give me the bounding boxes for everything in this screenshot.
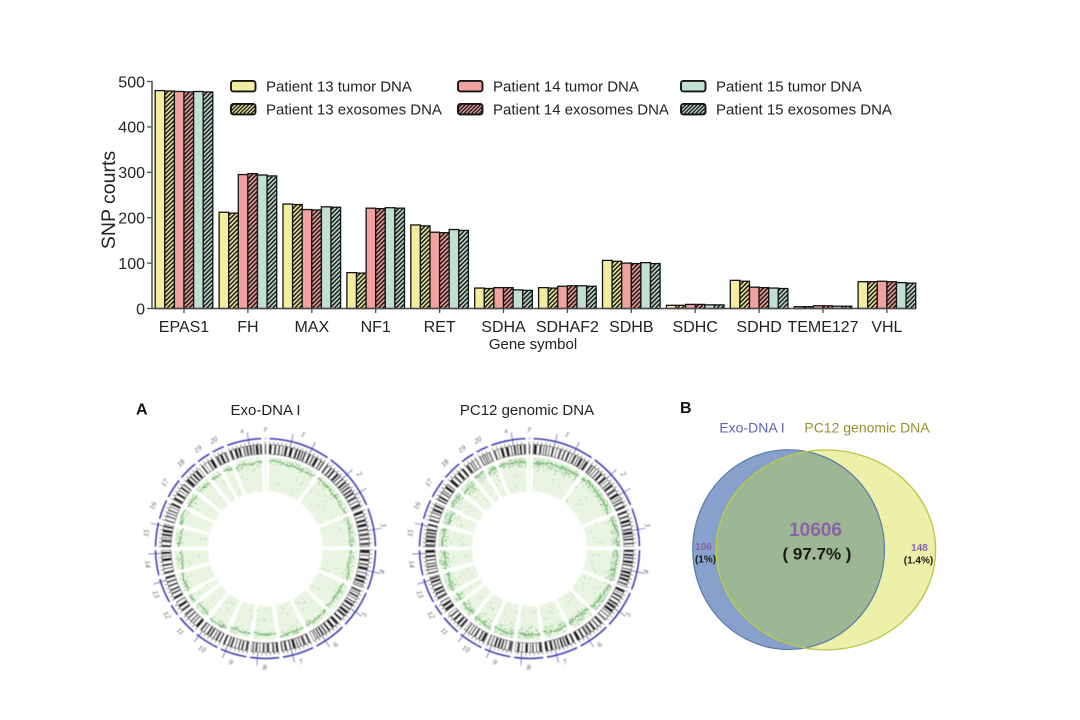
svg-text:15: 15 [405, 529, 415, 538]
svg-text:(1.4%): (1.4%) [904, 556, 933, 567]
svg-text:SNP courts: SNP courts [98, 151, 120, 250]
svg-text:4: 4 [377, 569, 387, 575]
svg-text:6: 6 [595, 640, 604, 650]
svg-text:10606: 10606 [789, 520, 842, 541]
svg-text:Patient 13 tumor DNA: Patient 13 tumor DNA [266, 79, 412, 96]
svg-text:14: 14 [143, 560, 153, 569]
svg-text:17: 17 [423, 477, 435, 488]
svg-text:SDHC: SDHC [673, 319, 718, 336]
svg-text:9: 9 [228, 657, 234, 667]
svg-text:7: 7 [562, 657, 569, 667]
svg-text:11: 11 [439, 626, 450, 637]
svg-text:400: 400 [118, 120, 145, 137]
svg-text:3: 3 [643, 521, 653, 528]
svg-text:8: 8 [527, 663, 531, 672]
svg-text:VHL: VHL [871, 319, 902, 336]
svg-text:200: 200 [118, 211, 145, 228]
svg-text:18: 18 [439, 457, 451, 469]
svg-text:6: 6 [331, 640, 340, 650]
svg-text:15: 15 [141, 529, 151, 538]
svg-text:5: 5 [359, 610, 369, 618]
svg-text:PC12 genomic DNA: PC12 genomic DNA [460, 402, 594, 419]
svg-text:7: 7 [298, 657, 305, 667]
svg-text:0: 0 [136, 301, 145, 318]
svg-text:Patient 15 tumor DNA: Patient 15 tumor DNA [716, 79, 862, 96]
svg-text:A: A [136, 402, 148, 419]
svg-text:10: 10 [460, 643, 471, 655]
svg-text:Exo-DNA I: Exo-DNA I [230, 402, 300, 419]
svg-text:Patient 15 exosomes DNA: Patient 15 exosomes DNA [716, 102, 892, 119]
svg-text:11: 11 [175, 626, 186, 637]
svg-text:8: 8 [263, 663, 267, 672]
svg-text:2: 2 [355, 469, 365, 478]
svg-text:14: 14 [407, 560, 417, 569]
svg-text:300: 300 [118, 165, 145, 182]
svg-text:1: 1 [300, 429, 306, 439]
svg-text:( 97.7% ): ( 97.7% ) [783, 545, 852, 564]
svg-text:9: 9 [492, 657, 498, 667]
svg-text:NF1: NF1 [361, 319, 391, 336]
svg-text:4: 4 [641, 569, 651, 575]
svg-text:2: 2 [619, 469, 629, 478]
svg-text:5: 5 [623, 610, 633, 618]
svg-text:TEME127: TEME127 [787, 319, 858, 336]
svg-text:17: 17 [159, 477, 171, 488]
svg-text:13: 13 [150, 589, 161, 600]
svg-text:20: 20 [208, 434, 219, 445]
svg-text:x: x [503, 426, 510, 436]
svg-text:Gene symbol: Gene symbol [489, 336, 577, 353]
svg-text:x: x [239, 426, 246, 436]
svg-text:12: 12 [425, 609, 437, 620]
svg-text:MAX: MAX [294, 319, 329, 336]
svg-text:16: 16 [148, 500, 159, 510]
svg-text:1: 1 [564, 429, 570, 439]
svg-text:SDHD: SDHD [736, 319, 781, 336]
svg-text:SDHA: SDHA [481, 319, 526, 336]
svg-text:106: 106 [695, 542, 712, 553]
svg-text:3: 3 [379, 521, 389, 528]
svg-text:y: y [527, 424, 532, 433]
svg-text:18: 18 [175, 457, 187, 469]
svg-text:Patient 13 exosomes DNA: Patient 13 exosomes DNA [266, 102, 442, 119]
svg-text:19: 19 [192, 443, 203, 455]
svg-text:EPAS1: EPAS1 [159, 319, 210, 336]
svg-text:19: 19 [456, 443, 467, 455]
svg-text:Exo-DNA I: Exo-DNA I [719, 420, 784, 436]
svg-text:12: 12 [161, 609, 173, 620]
svg-text:SDHAF2: SDHAF2 [536, 319, 599, 336]
svg-text:148: 148 [911, 543, 928, 554]
svg-text:20: 20 [472, 434, 483, 445]
svg-text:y: y [263, 424, 268, 433]
svg-text:10: 10 [196, 643, 207, 655]
svg-text:100: 100 [118, 256, 145, 273]
svg-text:500: 500 [118, 74, 145, 91]
svg-text:Patient 14 tumor DNA: Patient 14 tumor DNA [493, 79, 639, 96]
svg-text:SDHB: SDHB [609, 319, 653, 336]
svg-text:PC12 genomic DNA: PC12 genomic DNA [804, 420, 930, 436]
svg-text:Patient 14 exosomes DNA: Patient 14 exosomes DNA [493, 102, 669, 119]
svg-text:16: 16 [412, 500, 423, 510]
svg-text:FH: FH [237, 319, 258, 336]
svg-text:(1%): (1%) [695, 555, 716, 566]
svg-text:13: 13 [414, 589, 425, 600]
svg-text:B: B [680, 400, 692, 417]
svg-text:RET: RET [424, 319, 456, 336]
